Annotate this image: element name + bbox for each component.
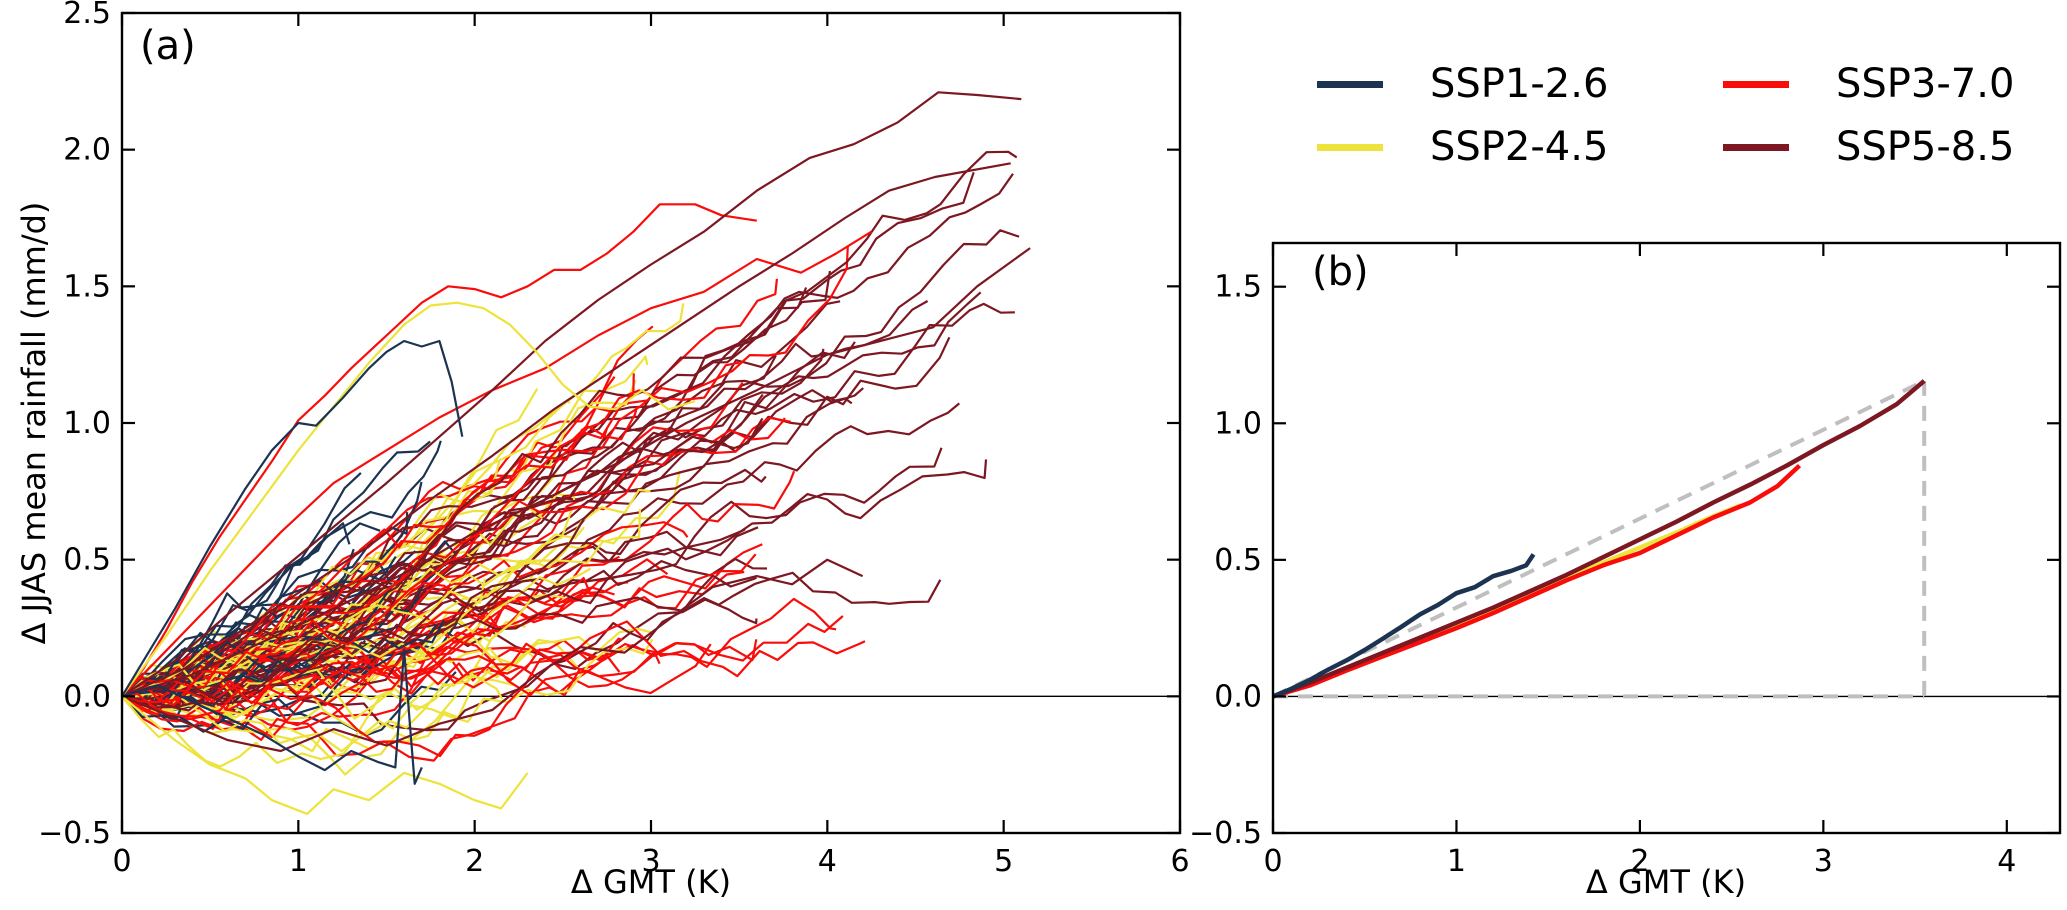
legend-label: SSP1-2.6: [1430, 61, 1609, 107]
spaghetti-line-SSP5-8.5: [121, 229, 1020, 698]
legend-line-swatch-ssp1-26: [1317, 80, 1383, 88]
legend-label: SSP3-7.0: [1836, 61, 2015, 107]
y-tick-label: 0.0: [63, 679, 111, 714]
legend-line-swatch-ssp2-45: [1317, 143, 1383, 151]
spaghetti-line-SSP3-7.0: [121, 373, 635, 698]
panel-b-spines: [1271, 241, 2062, 835]
reference-dashed-line: [1272, 379, 1926, 699]
spaghetti-line-SSP5-8.5: [121, 459, 988, 708]
highlight-line-SSP2-4.5: [121, 301, 696, 697]
highlight-line-SSP1-2.6: [121, 648, 423, 785]
x-tick-label: 4: [1997, 844, 2016, 879]
highlight-line-SSP1-2.6: [121, 339, 464, 697]
y-tick-label: 0.0: [1214, 679, 1262, 714]
legend-line-swatch-ssp5-85: [1723, 143, 1789, 151]
highlight-line-SSP5-8.5: [121, 91, 1022, 698]
spaghetti-line-SSP5-8.5: [121, 173, 1014, 706]
spaghetti-line-SSP5-8.5: [121, 574, 758, 703]
y-tick-label: 2.5: [63, 0, 111, 31]
spaghetti-line-SSP2-4.5: [121, 663, 504, 720]
highlight-line-SSP5-8.5: [121, 162, 1011, 698]
x-tick-label: 1: [1447, 844, 1466, 879]
legend-item-ssp2-45: SSP2-4.5: [1317, 123, 1608, 171]
y-tick-label: 0.5: [1214, 543, 1262, 578]
y-tick-label: −0.5: [1189, 816, 1262, 851]
spaghetti-line-SSP2-4.5: [121, 509, 573, 713]
panel-a-label: (a): [140, 23, 196, 69]
spaghetti-line-SSP1-2.6: [121, 619, 445, 706]
spaghetti-line-SSP3-7.0: [121, 597, 837, 758]
legend-item-ssp3-70: SSP3-7.0: [1723, 60, 2014, 108]
highlight-line-SSP3-7.0: [121, 230, 872, 698]
spaghetti-line-SSP5-8.5: [121, 150, 1018, 701]
panel-a-xaxis-label: Δ GMT (K): [570, 863, 732, 901]
y-tick-label: 1.5: [1214, 270, 1262, 305]
panel-b-label: (b): [1312, 249, 1369, 295]
spaghetti-line-SSP5-8.5: [121, 171, 975, 702]
highlight-line-SSP3-7.0: [121, 203, 757, 697]
legend-item-ssp5-85: SSP5-8.5: [1723, 123, 2014, 171]
y-tick-label: 1.5: [63, 269, 111, 304]
spaghetti-line-SSP3-7.0: [121, 417, 786, 716]
highlight-line-SSP5-8.5: [121, 558, 864, 753]
panel-a-yaxis-label: Δ JJAS mean rainfall (mm/d): [15, 201, 53, 645]
spaghetti-line-SSP3-7.0: [121, 620, 866, 704]
x-tick-label: 6: [1170, 844, 1189, 879]
spaghetti-line-SSP2-4.5: [121, 638, 654, 753]
x-tick-label: 2: [465, 844, 484, 879]
legend-label: SSP5-8.5: [1836, 124, 2015, 170]
x-tick-label: 3: [1814, 844, 1833, 879]
x-tick-label: 0: [112, 844, 131, 879]
spaghetti-line-SSP1-2.6: [121, 624, 438, 733]
mean-line-SSP5-8.5: [1272, 379, 1926, 699]
mean-line-SSP1-2.6: [1272, 553, 1536, 699]
mean-line-SSP3-7.0: [1272, 463, 1802, 699]
y-tick-label: 2.0: [63, 133, 111, 168]
spaghetti-line-SSP2-4.5: [121, 567, 592, 768]
panel-b-xaxis-label: Δ GMT (K): [1585, 863, 1747, 901]
y-tick-label: 1.0: [63, 406, 111, 441]
y-tick-label: 1.0: [1214, 406, 1262, 441]
highlight-line-SSP2-4.5: [121, 695, 529, 815]
x-tick-label: 5: [994, 844, 1013, 879]
spaghetti-line-SSP5-8.5: [121, 300, 929, 698]
spaghetti-line-SSP1-2.6: [121, 472, 362, 698]
legend-item-ssp1-26: SSP1-2.6: [1317, 60, 1608, 108]
x-tick-label: 2: [1630, 844, 1649, 879]
spaghetti-line-SSP3-7.0: [121, 406, 639, 706]
x-tick-label: 1: [289, 844, 308, 879]
spaghetti-line-SSP1-2.6: [121, 440, 442, 698]
x-tick-label: 0: [1263, 844, 1282, 879]
spaghetti-line-SSP5-8.5: [121, 417, 764, 712]
spaghetti-line-SSP3-7.0: [121, 615, 844, 730]
legend-line-swatch-ssp3-70: [1723, 80, 1789, 88]
y-tick-label: 0.5: [63, 543, 111, 578]
highlight-line-SSP5-8.5: [121, 247, 1031, 698]
x-tick-label: 3: [641, 844, 660, 879]
x-tick-label: 4: [818, 844, 837, 879]
y-tick-label: −0.5: [38, 816, 111, 851]
spaghetti-line-SSP3-7.0: [121, 543, 763, 708]
legend-label: SSP2-4.5: [1430, 124, 1609, 170]
